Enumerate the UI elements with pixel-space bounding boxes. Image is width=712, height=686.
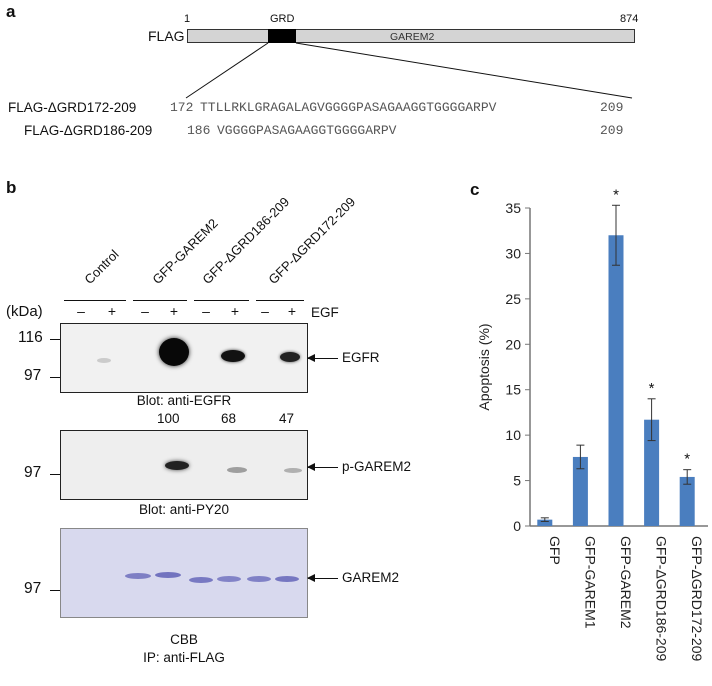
pgarem2-arrow [307, 463, 338, 471]
end-position: 874 [620, 13, 639, 25]
egfr-band-lane6 [221, 350, 245, 362]
quant-68: 68 [221, 411, 237, 426]
cbb-band-lane3 [125, 573, 151, 579]
zoom-line-right [295, 42, 633, 99]
blot1-marker-97-tick [50, 377, 60, 378]
cbb-band-lane7 [247, 576, 271, 582]
blot3-caption-ip: IP: anti-FLAG [143, 650, 225, 665]
kda-label: (kDa) [6, 303, 43, 320]
blot1-marker-116-tick [50, 339, 60, 340]
category-label: GFP-ΔGRD186-209 [654, 536, 670, 661]
garem2-arrow [307, 574, 338, 582]
bar [679, 476, 695, 526]
y-tick-label: 0 [513, 518, 521, 534]
bar [572, 456, 588, 526]
deletion-end-2: 209 [600, 123, 624, 138]
significance-marker: * [649, 380, 655, 397]
pgarem2-label: p-GAREM2 [342, 459, 412, 474]
blot3-marker-97-tick [50, 590, 60, 591]
quant-100: 100 [157, 411, 180, 426]
grd-domain-label: GRD [270, 13, 295, 25]
cbb-band-lane6 [217, 576, 241, 582]
lane-group-line-2 [133, 300, 187, 301]
garem2-label: GAREM2 [342, 570, 400, 585]
blot2-marker-97: 97 [24, 464, 42, 481]
y-axis-label: Apoptosis (%) [476, 323, 492, 410]
egfr-band-lane2 [97, 358, 111, 363]
category-label: GFP-GAREM1 [582, 536, 598, 629]
bar [644, 419, 660, 526]
bar [537, 519, 553, 526]
pgarem2-band-lane4 [165, 461, 189, 470]
deletion-seq-1: TTLLRKLGRAGALAGVGGGGPASAGAAGGTGGGGARPV [200, 100, 497, 115]
egf-sign-5: – [202, 303, 210, 319]
egf-sign-7: – [261, 303, 269, 319]
category-label: GFP-ΔGRD172-209 [689, 536, 705, 661]
egfr-band-lane8 [280, 352, 300, 362]
significance-marker: * [684, 451, 690, 468]
egf-label: EGF [311, 305, 339, 320]
pgarem2-band-lane6 [227, 467, 247, 473]
blot1-caption: Blot: anti-EGFR [136, 393, 232, 408]
egfr-label: EGFR [342, 350, 380, 365]
protein-bar-label: GAREM2 [390, 31, 435, 43]
blot-pgarem2 [60, 430, 308, 500]
start-position: 1 [184, 13, 191, 25]
zoom-line-left [185, 42, 269, 99]
category-label: GFP-GAREM2 [618, 536, 634, 629]
panel-c-label: c [470, 180, 480, 199]
pgarem2-band-lane8 [284, 468, 302, 473]
cbb-band-lane5 [189, 577, 213, 583]
lane-group-line-4 [256, 300, 304, 301]
significance-marker: * [613, 186, 619, 203]
deletion-seq-2: VGGGGPASAGAAGGTGGGGARPV [217, 123, 397, 138]
blot1-marker-97: 97 [24, 367, 42, 384]
cbb-band-lane8 [275, 576, 299, 582]
grd-domain-block [268, 29, 296, 43]
egf-sign-2: + [107, 303, 117, 319]
category-label: GFP [547, 536, 563, 565]
blot-cbb [60, 528, 308, 618]
y-tick-label: 30 [505, 245, 521, 261]
deletion-start-2: 186 [187, 123, 211, 138]
y-tick-label: 15 [505, 382, 521, 398]
deletion-name-1: FLAG-ΔGRD172-209 [8, 100, 137, 115]
egf-sign-4: + [169, 303, 179, 319]
deletion-start-1: 172 [170, 100, 194, 115]
zoom-lines [185, 42, 633, 99]
bar [608, 235, 624, 526]
blot3-marker-97: 97 [24, 580, 42, 597]
egf-sign-1: – [77, 303, 85, 319]
deletion-end-1: 209 [600, 100, 624, 115]
blot3-caption-cbb: CBB [170, 632, 198, 647]
blot-egfr [60, 323, 308, 393]
egf-sign-3: – [141, 303, 149, 319]
lane-group-line-1 [64, 300, 126, 301]
protein-bar [187, 29, 635, 43]
panel-b-label: b [6, 178, 17, 197]
egfr-arrow [307, 354, 338, 362]
deletion-name-2: FLAG-ΔGRD186-209 [24, 123, 153, 138]
quant-47: 47 [279, 411, 295, 426]
y-tick-label: 20 [505, 336, 521, 352]
egf-sign-8: + [287, 303, 297, 319]
y-tick-label: 5 [513, 473, 521, 489]
y-tick-label: 35 [505, 200, 521, 216]
panel-a-label: a [6, 2, 16, 21]
y-tick-label: 25 [505, 291, 521, 307]
y-tick-label: 10 [505, 427, 521, 443]
blot2-marker-97-tick [50, 474, 60, 475]
egf-sign-6: + [230, 303, 240, 319]
blot2-caption: Blot: anti-PY20 [138, 502, 230, 517]
blot1-marker-116: 116 [18, 329, 43, 346]
construct-tag-label: FLAG [148, 28, 185, 44]
egfr-band-lane4 [159, 338, 189, 366]
lane-group-line-3 [194, 300, 249, 301]
cbb-band-lane4 [155, 572, 181, 578]
